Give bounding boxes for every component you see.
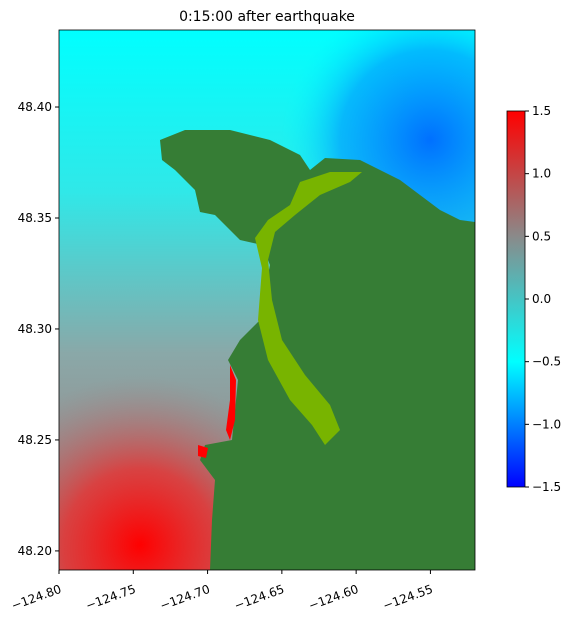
colorbar-tick-label: −1.5 bbox=[532, 480, 561, 494]
land bbox=[160, 130, 475, 570]
x-tick-label: −124.80 bbox=[10, 582, 64, 613]
y-tick-label: 48.30 bbox=[18, 322, 52, 336]
x-tick-label: −124.75 bbox=[84, 582, 138, 613]
y-tick-label: 48.20 bbox=[18, 544, 52, 558]
y-tick-label: 48.40 bbox=[18, 100, 52, 114]
x-tick-label: −124.55 bbox=[381, 582, 435, 613]
colorbar-tick-label: 1.0 bbox=[532, 167, 551, 181]
y-tick-label: 48.35 bbox=[18, 211, 52, 225]
channel bbox=[255, 172, 362, 445]
x-tick-label: −124.60 bbox=[307, 582, 361, 613]
plot-frame bbox=[58, 29, 476, 571]
x-tick-label: −124.65 bbox=[232, 582, 286, 613]
colorbar bbox=[506, 110, 526, 488]
x-tick-label: −124.70 bbox=[158, 582, 212, 613]
y-tick-label: 48.25 bbox=[18, 433, 52, 447]
colorbar-tick-label: 0.0 bbox=[532, 292, 551, 306]
colorbar-tick-label: −0.5 bbox=[532, 355, 561, 369]
chart-title: 0:15:00 after earthquake bbox=[179, 9, 355, 25]
colorbar-tick-label: 1.5 bbox=[532, 104, 551, 118]
colorbar-tick-label: 0.5 bbox=[532, 229, 551, 243]
field bbox=[59, 30, 475, 570]
colorbar-tick-label: −1.0 bbox=[532, 417, 561, 431]
